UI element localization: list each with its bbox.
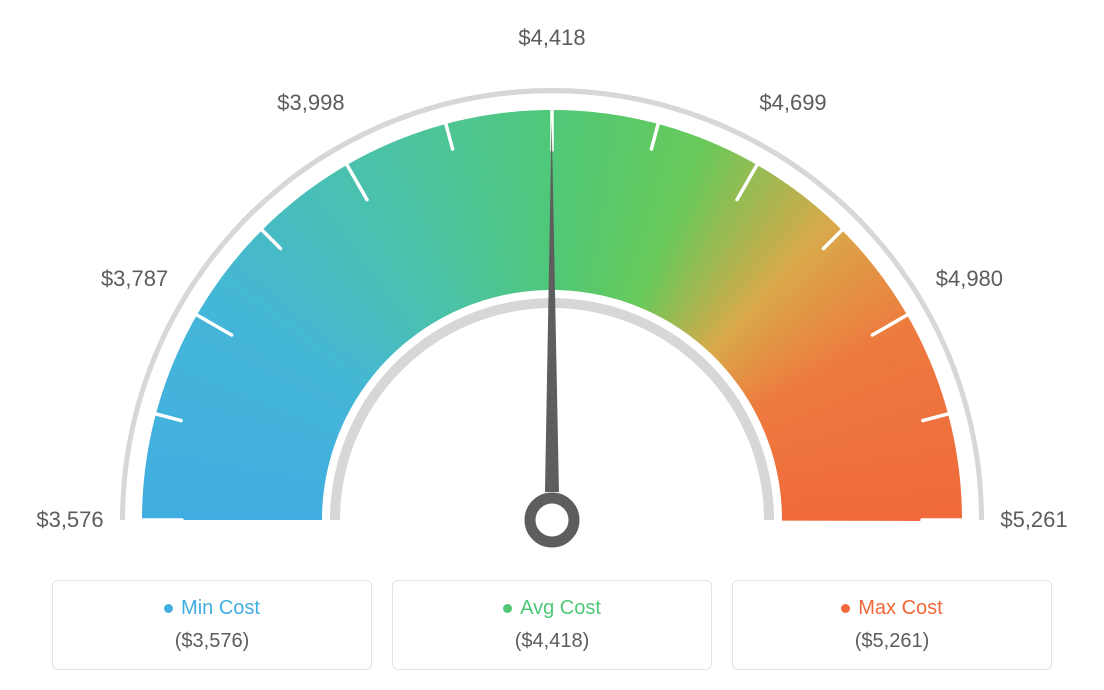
gauge-tick-label: $4,980 [936, 266, 1003, 292]
gauge-tick-label: $3,576 [36, 507, 103, 533]
legend-value-min: ($3,576) [63, 630, 361, 653]
legend-row: Min Cost ($3,576) Avg Cost ($4,418) Max … [0, 580, 1104, 670]
legend-label-min: Min Cost [181, 597, 260, 620]
gauge-tick-label: $3,787 [101, 266, 168, 292]
gauge-container: $3,576 $3,787 $3,998 $4,418 $4,699 $4,980 $5,2… [0, 0, 1104, 560]
legend-label-avg: Avg Cost [520, 597, 601, 620]
legend-dot-max [841, 604, 850, 613]
gauge-tick-label: $5,261 [1000, 507, 1067, 533]
gauge-tick-label: $4,418 [518, 25, 585, 51]
legend-title-max: Max Cost [743, 597, 1041, 620]
legend-dot-avg [503, 604, 512, 613]
legend-value-max: ($5,261) [743, 630, 1041, 653]
legend-card-max: Max Cost ($5,261) [732, 580, 1052, 670]
legend-value-avg: ($4,418) [403, 630, 701, 653]
legend-card-avg: Avg Cost ($4,418) [392, 580, 712, 670]
legend-dot-min [164, 604, 173, 613]
legend-title-min: Min Cost [63, 597, 361, 620]
gauge-tick-label: $3,998 [277, 90, 344, 116]
legend-title-avg: Avg Cost [403, 597, 701, 620]
gauge-chart [0, 50, 1104, 610]
legend-label-max: Max Cost [858, 597, 942, 620]
legend-card-min: Min Cost ($3,576) [52, 580, 372, 670]
gauge-tick-label: $4,699 [759, 90, 826, 116]
